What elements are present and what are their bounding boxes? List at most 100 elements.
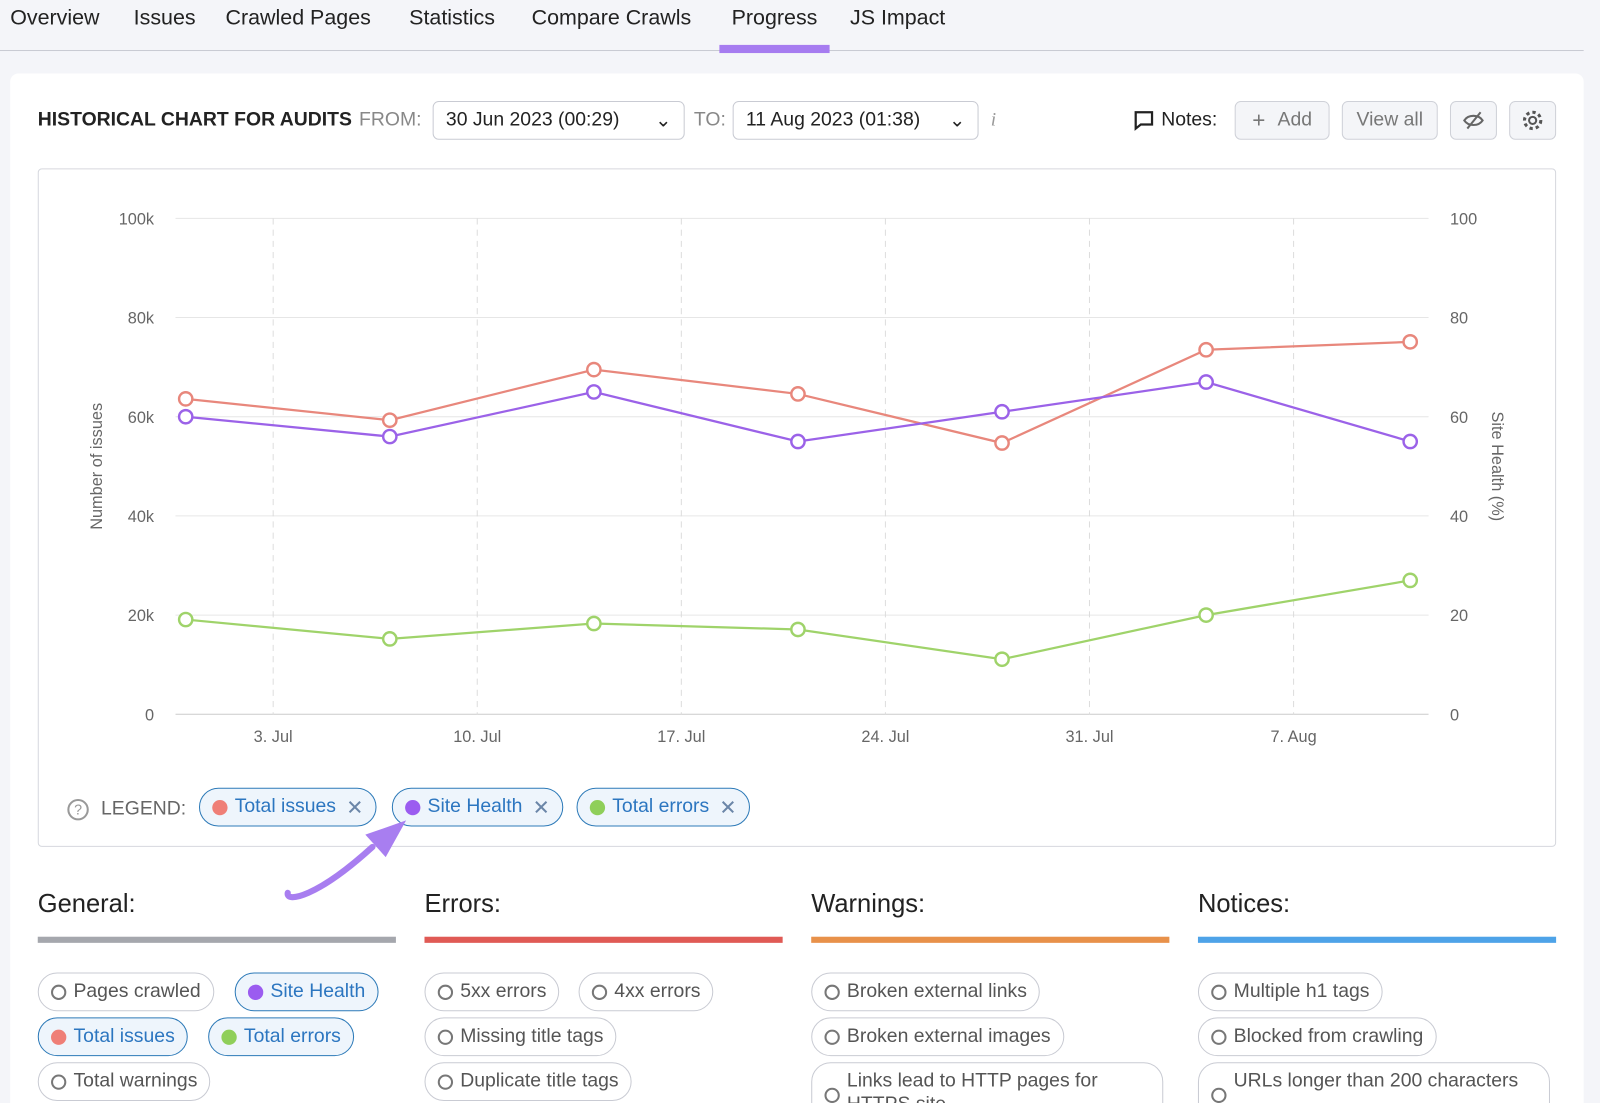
legend-item-label: Total errors bbox=[612, 795, 710, 818]
metric-toggle[interactable]: Blocked from crawling bbox=[1197, 1017, 1437, 1057]
total-issues-dot bbox=[212, 799, 228, 815]
help-icon[interactable]: ? bbox=[67, 798, 89, 820]
metric-toggle[interactable]: Broken external images bbox=[811, 1017, 1064, 1057]
y2-tick-label: 20 bbox=[1450, 607, 1468, 625]
data-point bbox=[1402, 433, 1419, 450]
tab-overview[interactable]: Overview bbox=[10, 6, 100, 30]
group-color-bar bbox=[37, 936, 396, 943]
metric-toggle[interactable]: Links lead to HTTP pages for HTTPS site bbox=[811, 1062, 1164, 1103]
info-icon[interactable]: i bbox=[990, 109, 997, 131]
radio-circle-icon bbox=[591, 984, 608, 1000]
metric-label: 4xx errors bbox=[614, 980, 701, 1003]
data-point bbox=[1198, 341, 1214, 358]
metric-toggle[interactable]: Duplicate title tags bbox=[424, 1062, 632, 1102]
chart-title: HISTORICAL CHART FOR AUDITS bbox=[37, 109, 352, 131]
radio-circle-icon bbox=[51, 1073, 67, 1090]
y-tick-label: 80k bbox=[128, 310, 155, 328]
chevron-down-icon: ⌄ bbox=[949, 109, 966, 132]
metric-toggle[interactable]: Total warnings bbox=[37, 1062, 211, 1102]
metric-toggle[interactable]: URLs longer than 200 characters bbox=[1197, 1062, 1550, 1103]
metric-label: Missing title tags bbox=[460, 1025, 604, 1047]
radio-circle-icon bbox=[1211, 1029, 1227, 1045]
add-note-button[interactable]: + Add bbox=[1234, 101, 1330, 140]
tab-bar: Overview Issues Crawled Pages Statistics… bbox=[0, 0, 1584, 54]
tab-issues[interactable]: Issues bbox=[133, 6, 196, 30]
x-tick-label: 17. Jul bbox=[657, 728, 705, 746]
close-icon[interactable]: ✕ bbox=[719, 796, 737, 819]
metric-label: Multiple h1 tags bbox=[1233, 980, 1370, 1003]
metric-label: Pages crawled bbox=[73, 980, 201, 1003]
close-icon[interactable]: ✕ bbox=[346, 796, 364, 819]
tab-js-impact[interactable]: JS Impact bbox=[849, 6, 946, 30]
metric-label: Duplicate title tags bbox=[460, 1070, 619, 1092]
series-line-total-errors bbox=[185, 579, 1411, 661]
tab-crawled-pages[interactable]: Crawled Pages bbox=[225, 6, 371, 30]
from-date-select[interactable]: 30 Jun 2023 (00:29) ⌄ bbox=[432, 101, 685, 140]
site-health-dot bbox=[405, 799, 421, 815]
x-tick-label: 7. Aug bbox=[1270, 728, 1316, 746]
metric-toggle[interactable]: Total errors bbox=[208, 1017, 355, 1057]
chevron-down-icon: ⌄ bbox=[655, 109, 672, 132]
data-point bbox=[177, 391, 194, 407]
metric-toggle[interactable]: Missing title tags bbox=[424, 1017, 617, 1057]
plus-icon: + bbox=[1252, 107, 1266, 133]
group-title: Warnings: bbox=[811, 889, 926, 919]
annotation-arrow-icon bbox=[284, 820, 407, 901]
hide-notes-button[interactable] bbox=[1449, 101, 1497, 140]
close-icon[interactable]: ✕ bbox=[532, 796, 550, 819]
note-icon bbox=[1134, 111, 1154, 131]
to-date-select[interactable]: 11 Aug 2023 (01:38) ⌄ bbox=[732, 101, 979, 140]
data-point bbox=[790, 386, 806, 402]
data-point bbox=[381, 412, 398, 429]
radio-circle-icon bbox=[824, 1029, 840, 1045]
data-point bbox=[586, 361, 602, 378]
data-point bbox=[994, 435, 1010, 451]
metric-toggle[interactable]: 5xx errors bbox=[424, 972, 560, 1012]
metric-toggle[interactable]: Multiple h1 tags bbox=[1197, 972, 1383, 1012]
legend-total-errors[interactable]: Total errors ✕ bbox=[576, 787, 750, 827]
x-tick-label: 10. Jul bbox=[453, 728, 501, 746]
radio-circle-icon bbox=[1211, 1087, 1227, 1103]
from-label: FROM: bbox=[359, 109, 422, 131]
data-point bbox=[1402, 333, 1419, 350]
metric-toggle[interactable]: Site Health bbox=[234, 972, 379, 1012]
y-tick-label: 40k bbox=[128, 508, 155, 526]
data-point bbox=[586, 384, 602, 400]
group-title: Errors: bbox=[424, 889, 502, 919]
y2-tick-label: 80 bbox=[1450, 310, 1468, 328]
metric-label: Total warnings bbox=[73, 1070, 198, 1092]
metric-label: Total errors bbox=[243, 1025, 341, 1047]
metric-toggle[interactable]: 4xx errors bbox=[578, 972, 714, 1012]
to-label: TO: bbox=[693, 109, 726, 131]
metric-toggle[interactable]: Total issues bbox=[37, 1017, 189, 1057]
x-tick-label: 31. Jul bbox=[1065, 728, 1113, 746]
metric-toggle[interactable]: Pages crawled bbox=[37, 972, 214, 1012]
radio-circle-icon bbox=[437, 1073, 454, 1090]
chart-panel bbox=[37, 168, 1557, 847]
tab-statistics[interactable]: Statistics bbox=[409, 6, 495, 30]
y-tick-label: 100k bbox=[119, 210, 155, 228]
historical-line-chart: 0 0 20k 20 40k 40 60k 60 80k 80 100k 100 3. Jul 10. J… bbox=[88, 210, 1506, 746]
tab-compare-crawls[interactable]: Compare Crawls bbox=[531, 6, 692, 30]
metric-label: Links lead to HTTP pages for HTTPS site bbox=[846, 1070, 1098, 1103]
legend-site-health[interactable]: Site Health ✕ bbox=[391, 787, 563, 827]
group-title: Notices: bbox=[1197, 889, 1291, 919]
group-color-bar bbox=[1197, 936, 1557, 943]
settings-button[interactable] bbox=[1509, 101, 1557, 140]
radio-circle-icon bbox=[437, 1029, 454, 1045]
view-all-notes-button[interactable]: View all bbox=[1341, 101, 1438, 140]
metric-toggle[interactable]: Broken external links bbox=[811, 972, 1041, 1012]
metric-label: Broken external links bbox=[846, 980, 1027, 1003]
tab-progress[interactable]: Progress bbox=[719, 6, 830, 54]
total-errors-dot bbox=[589, 799, 606, 815]
group-title: General: bbox=[37, 889, 136, 919]
metric-label: Total issues bbox=[73, 1025, 175, 1047]
data-point bbox=[790, 621, 806, 638]
legend-total-issues[interactable]: Total issues ✕ bbox=[198, 787, 377, 827]
metric-label: Blocked from crawling bbox=[1233, 1025, 1424, 1047]
metric-label: URLs longer than 200 characters bbox=[1233, 1070, 1519, 1092]
radio-circle-icon bbox=[437, 984, 454, 1000]
y2-tick-label: 60 bbox=[1450, 409, 1468, 427]
y-tick-label: 0 bbox=[145, 706, 154, 724]
radio-circle-icon bbox=[824, 1087, 840, 1103]
